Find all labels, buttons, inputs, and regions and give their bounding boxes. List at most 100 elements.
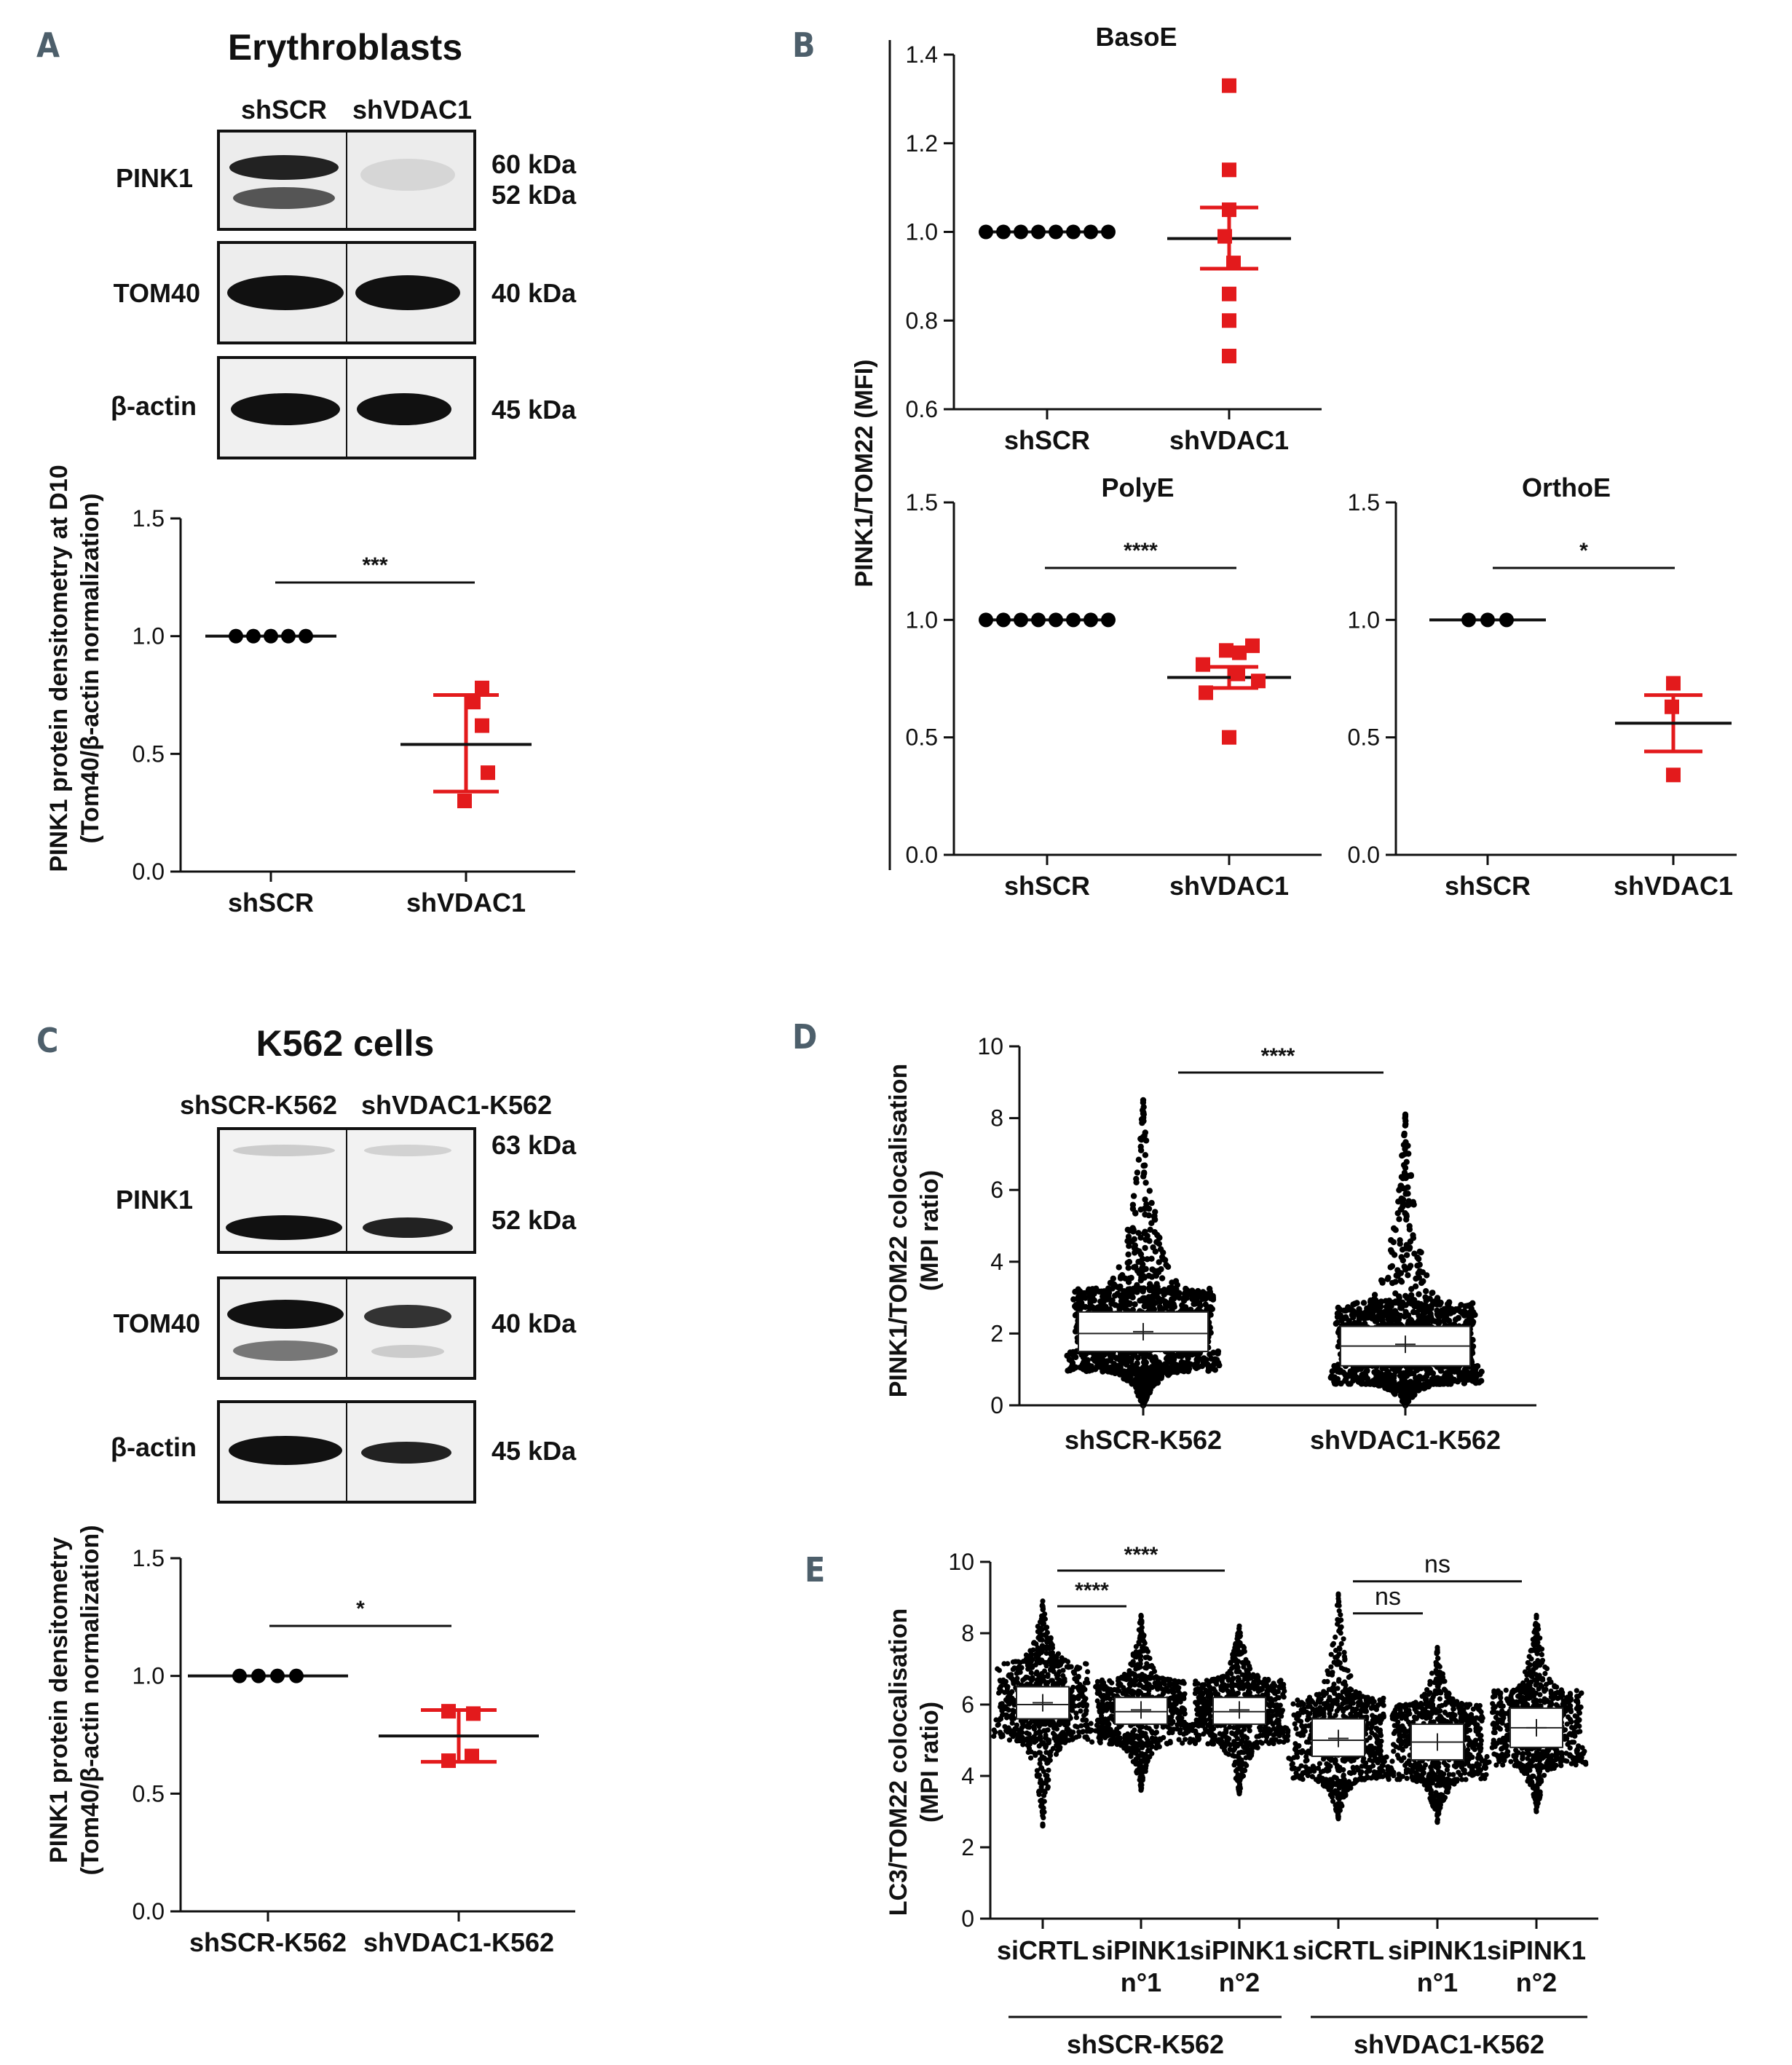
chart-e-swarm-point-0-737 (1037, 1780, 1043, 1786)
chart-e-swarm-point-0-748 (1044, 1630, 1050, 1635)
chart-d-swarm-point-0-1188 (1131, 1236, 1138, 1243)
chart-b-baso-xtick-label-1: shVDAC1 (1169, 425, 1289, 455)
chart-e-ytick-label-3: 6 (961, 1691, 974, 1718)
chart-b-ortho-ytick-label-0: 0.0 (1348, 842, 1380, 868)
panel-label-e: E (805, 1550, 825, 1590)
chart-d-ytick-label-4: 8 (990, 1105, 1003, 1132)
chart-e-swarm-point-0-550 (1014, 1679, 1020, 1685)
chart-e-swarm-point-0-742 (1035, 1656, 1042, 1662)
chart-d-swarm-point-1-1015 (1470, 1309, 1477, 1316)
chart-d-swarm-point-0-1154 (1125, 1251, 1132, 1258)
chart-a-point-0-4 (299, 628, 313, 644)
chart-d-swarm-point-1-1039 (1469, 1319, 1477, 1325)
chart-d-swarm-point-0-1022 (1140, 1295, 1147, 1302)
chart-d-ytick-label-0: 0 (990, 1392, 1003, 1418)
blot-a-lane-1: shSCR (241, 95, 327, 125)
chart-b-baso-point-0-1 (996, 224, 1011, 240)
chart-e-swarm-point-1-755 (1138, 1781, 1144, 1787)
chart-e-swarm-point-0-506 (998, 1683, 1004, 1689)
chart-e-swarm-point-1-532 (1157, 1681, 1164, 1686)
chart-d-swarm-point-1-1286 (1391, 1225, 1397, 1232)
chart-d-swarm-point-1-1354 (1397, 1182, 1404, 1189)
chart-d-swarm-point-1-1332 (1407, 1238, 1414, 1245)
chart-b-poly-ytick-label-3: 1.5 (906, 489, 938, 516)
chart-e-swarm-point-1-174 (1097, 1719, 1103, 1725)
chart-d-swarm-point-1-1272 (1418, 1279, 1425, 1287)
chart-d-swarm-point-0-1256 (1142, 1152, 1149, 1158)
chart-e-swarm-point-1-421 (1109, 1680, 1115, 1686)
blot-c-row-pink1-label: PINK1 (116, 1185, 193, 1215)
chart-e-swarm-point-0-547 (1030, 1676, 1035, 1682)
chart-e-swarm-point-1-345 (1175, 1722, 1180, 1728)
chart-e-swarm-point-1-310 (1117, 1735, 1124, 1741)
chart-e-swarm-point-1-780 (1138, 1612, 1144, 1619)
chart-d-swarm-point-1-1032 (1346, 1306, 1353, 1313)
chart-e-swarm-point-0-730 (1048, 1636, 1054, 1642)
blot-c-pink1-kda-1: 63 kDa (492, 1130, 577, 1160)
chart-e-swarm-point-0-389 (1041, 1728, 1047, 1734)
chart-b-poly-point-0-5 (1066, 612, 1081, 628)
chart-d-swarm-point-0-1306 (1141, 1132, 1148, 1139)
chart-d-swarm-point-0-1357 (1142, 1393, 1148, 1400)
chart-e-swarm-point-0-752 (1038, 1627, 1045, 1633)
chart-e-swarm-point-1-541 (1176, 1678, 1182, 1684)
chart-e-swarm-point-1-366 (1094, 1722, 1100, 1728)
chart-e-swarm-point-0-758 (1020, 1659, 1027, 1665)
chart-d-swarm-point-0-1272 (1142, 1180, 1149, 1186)
chart-e-swarm-point-0-541 (1022, 1675, 1027, 1681)
chart-e-swarm-point-1-554 (1114, 1688, 1121, 1694)
chart-c-point-1-1 (466, 1706, 481, 1721)
chart-b-baso-point-0-4 (1049, 224, 1063, 240)
chart-d-swarm-point-0-1038 (1202, 1301, 1209, 1308)
chart-e-swarm-point-0-685 (1036, 1750, 1042, 1756)
chart-b-baso-ytick-label-0: 0.6 (906, 396, 938, 422)
chart-d-swarm-point-0-770 (1084, 1360, 1091, 1367)
chart-e-swarm-point-1-546 (1106, 1688, 1112, 1694)
chart-c-point-1-3 (441, 1753, 456, 1769)
chart-d-swarm-point-1-751 (1446, 1370, 1453, 1378)
chart-e-swarm-point-0-131 (1073, 1710, 1079, 1716)
chart-e-swarm-point-1-400 (1181, 1732, 1187, 1737)
chart-e-swarm-point-1-513 (1163, 1686, 1169, 1691)
chart-d-swarm-point-0-1150 (1124, 1260, 1131, 1266)
chart-d-swarm-point-1-1358 (1396, 1216, 1402, 1223)
chart-d-swarm-point-0-934 (1132, 1301, 1138, 1308)
chart-e-swarm-point-0-702 (1048, 1640, 1054, 1646)
chart-d-swarm-point-0-740 (1156, 1359, 1162, 1366)
chart-e-swarm-point-1-403 (1143, 1734, 1149, 1740)
chart-e-swarm-point-1-770 (1139, 1618, 1145, 1624)
chart-b-baso-xtick-label-0: shSCR (1004, 425, 1090, 455)
chart-d-swarm-point-1-1250 (1389, 1279, 1396, 1287)
chart-d-swarm-point-0-1028 (1162, 1305, 1169, 1311)
chart-c-point-0-1 (251, 1668, 266, 1683)
chart-e-swarm-point-1-761 (1142, 1756, 1148, 1762)
chart-e-swarm-point-1-779 (1133, 1742, 1139, 1748)
chart-e-swarm-point-1-768 (1137, 1662, 1142, 1667)
chart-e-swarm-point-0-409 (1057, 1732, 1063, 1739)
chart-d-swarm-point-0-1293 (1174, 1369, 1180, 1375)
chart-b-baso-point-1-4 (1226, 256, 1241, 271)
chart-e-swarm-point-0-204 (1008, 1691, 1014, 1697)
chart-e-swarm-point-0-762 (1059, 1659, 1065, 1665)
chart-e-swarm-point-0-529 (1011, 1665, 1017, 1671)
chart-e-swarm-point-0-559 (1006, 1673, 1011, 1678)
chart-d-xtick-label-0: shSCR-K562 (1065, 1425, 1222, 1455)
chart-d-swarm-point-0-886 (1197, 1303, 1204, 1309)
chart-d-swarm-point-1-1244 (1393, 1272, 1400, 1279)
chart-d-swarm-point-0-1107 (1100, 1368, 1106, 1375)
chart-e-swarm-point-0-512 (1014, 1670, 1019, 1676)
chart-e-swarm-point-0-400 (991, 1727, 997, 1733)
chart-e-swarm-point-0-771 (1047, 1750, 1053, 1756)
chart-e-swarm-point-0-633 (1033, 1753, 1038, 1758)
chart-b-poly-point-0-1 (996, 612, 1011, 628)
chart-d-swarm-point-0-724 (1178, 1353, 1185, 1360)
chart-e-swarm-point-0-759 (1028, 1755, 1034, 1761)
chart-d-swarm-point-1-765 (1421, 1375, 1427, 1381)
chart-d-swarm-point-1-1082 (1403, 1252, 1410, 1258)
chart-a-point-1-0 (475, 680, 489, 695)
chart-e-swarm-point-0-236 (1000, 1711, 1006, 1717)
chart-d-swarm-point-1-1290 (1408, 1286, 1415, 1292)
chart-d-swarm-point-1-757 (1477, 1371, 1483, 1378)
